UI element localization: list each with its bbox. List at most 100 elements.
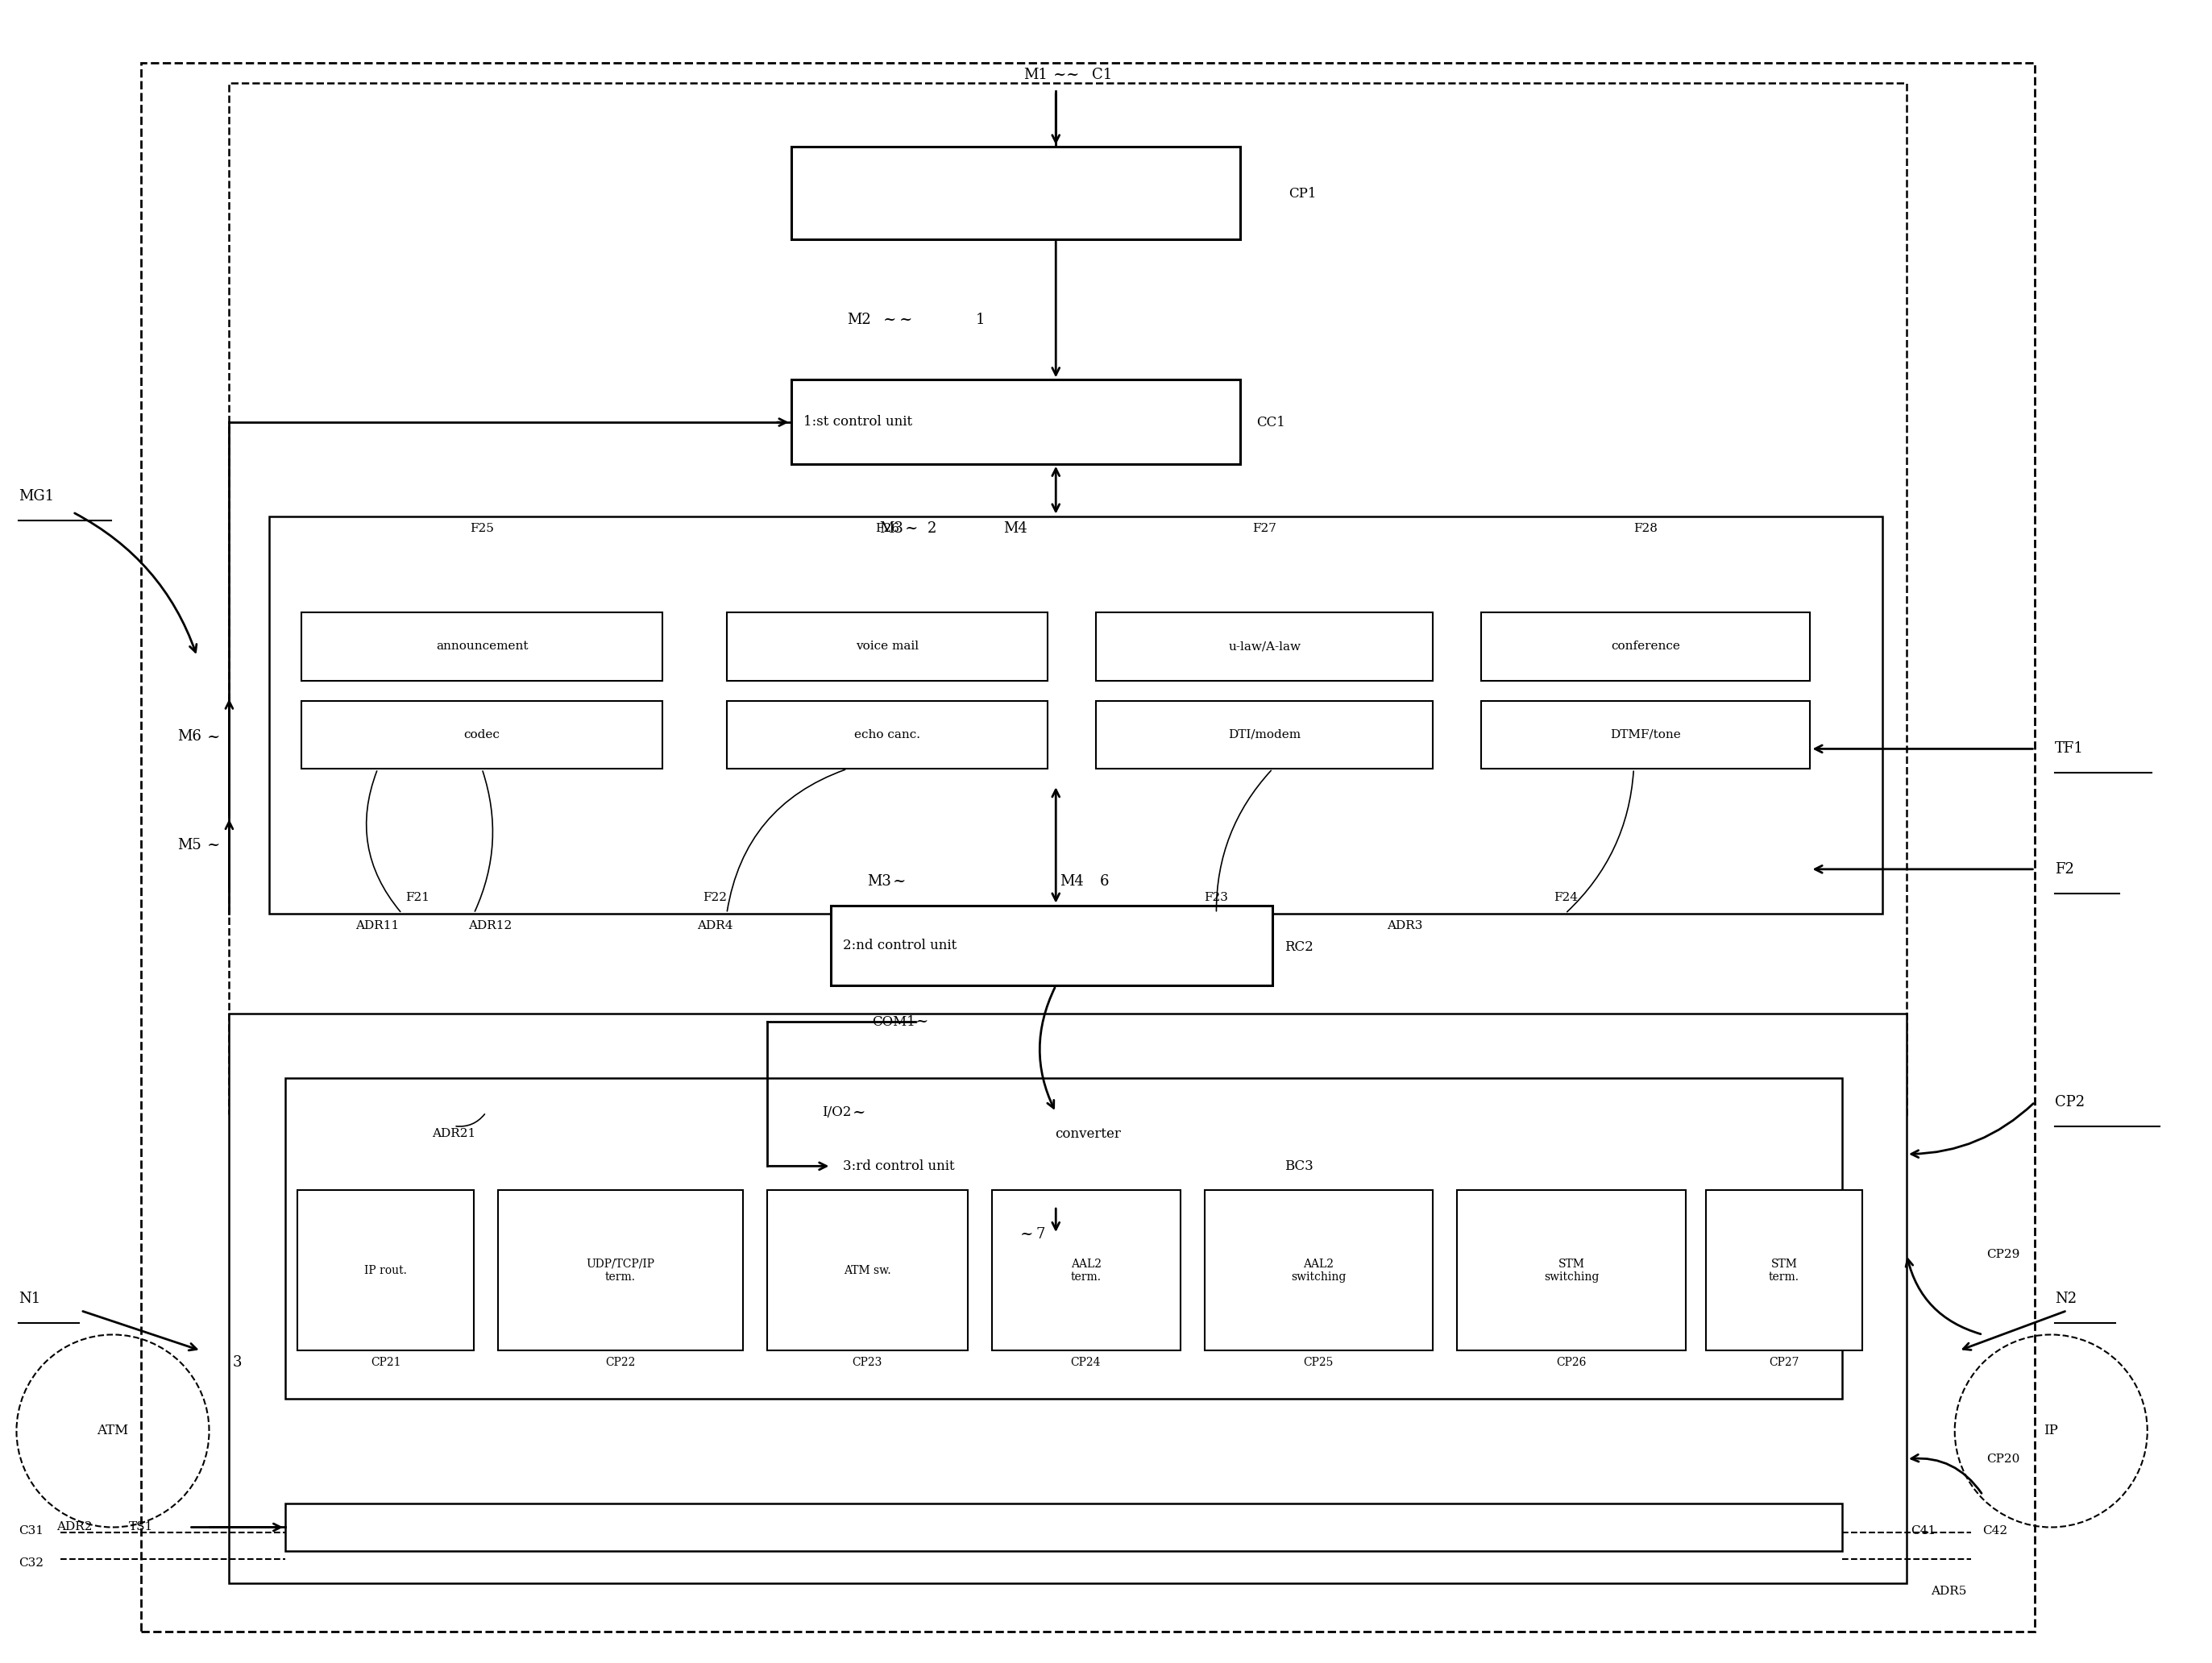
Text: ~: ~ — [900, 313, 914, 326]
Text: M3: M3 — [880, 521, 902, 535]
Text: F28: F28 — [1635, 522, 1657, 534]
Text: ADR21: ADR21 — [431, 1129, 476, 1139]
Text: 3:rd control unit: 3:rd control unit — [843, 1159, 956, 1172]
Text: M3: M3 — [867, 875, 891, 888]
Text: F24: F24 — [1553, 891, 1577, 903]
Text: ADR11: ADR11 — [356, 920, 400, 931]
Text: 3: 3 — [232, 1355, 241, 1370]
Bar — [1458, 1191, 1686, 1350]
Text: F2: F2 — [2055, 861, 2075, 876]
Text: MG1: MG1 — [20, 489, 55, 504]
Bar — [230, 83, 1907, 1114]
Text: ~: ~ — [894, 875, 907, 888]
Text: C1: C1 — [1093, 68, 1113, 81]
Text: CP26: CP26 — [1555, 1357, 1586, 1369]
Bar — [1203, 1191, 1433, 1350]
Text: C31: C31 — [20, 1525, 44, 1537]
Text: I/O2: I/O2 — [823, 1106, 852, 1119]
Text: RC2: RC2 — [1285, 940, 1314, 955]
Bar — [1482, 612, 1809, 680]
Text: C32: C32 — [20, 1558, 44, 1568]
Bar — [301, 612, 664, 680]
Text: ~: ~ — [905, 521, 918, 535]
Text: u-law/A-law: u-law/A-law — [1228, 640, 1301, 652]
Bar — [285, 1078, 1843, 1399]
Text: STM
switching: STM switching — [1544, 1259, 1599, 1282]
Text: CP1: CP1 — [1290, 186, 1316, 200]
Text: ATM sw.: ATM sw. — [843, 1266, 891, 1276]
Text: DTMF/tone: DTMF/tone — [1610, 728, 1681, 740]
Text: voice mail: voice mail — [856, 640, 918, 652]
Text: M4: M4 — [1060, 875, 1084, 888]
Text: ADR3: ADR3 — [1387, 920, 1422, 931]
Text: 7: 7 — [1035, 1227, 1044, 1242]
Text: M5: M5 — [177, 838, 201, 853]
Text: ADR12: ADR12 — [469, 920, 511, 931]
Text: 2:nd control unit: 2:nd control unit — [843, 938, 958, 953]
Text: ~: ~ — [883, 313, 896, 326]
Bar — [832, 905, 1272, 986]
Text: TS1: TS1 — [128, 1522, 153, 1533]
Bar — [991, 1191, 1181, 1350]
Bar — [1095, 700, 1433, 768]
Text: CP21: CP21 — [372, 1357, 400, 1369]
Text: ~: ~ — [206, 838, 219, 853]
Text: ~: ~ — [1020, 1227, 1033, 1242]
Bar — [285, 1503, 1843, 1552]
Text: F27: F27 — [1252, 522, 1276, 534]
Text: 1:st control unit: 1:st control unit — [803, 416, 911, 429]
Text: 2: 2 — [927, 521, 936, 535]
Text: 6: 6 — [1099, 875, 1108, 888]
Bar — [301, 700, 664, 768]
Text: TF1: TF1 — [2055, 742, 2084, 757]
Text: M6: M6 — [177, 730, 201, 743]
Bar — [1095, 612, 1433, 680]
Text: ADR2: ADR2 — [58, 1522, 93, 1533]
Text: N1: N1 — [20, 1290, 40, 1305]
Text: C42: C42 — [1982, 1525, 2008, 1537]
Text: F23: F23 — [1203, 891, 1228, 903]
Bar — [296, 1191, 473, 1350]
Text: AAL2
switching: AAL2 switching — [1292, 1259, 1347, 1282]
Text: STM
term.: STM term. — [1770, 1259, 1801, 1282]
Text: C41: C41 — [1911, 1525, 1935, 1537]
Text: ADR4: ADR4 — [697, 920, 732, 931]
Text: CP25: CP25 — [1303, 1357, 1334, 1369]
Text: F22: F22 — [703, 891, 728, 903]
Text: codec: codec — [465, 728, 500, 740]
Text: AAL2
term.: AAL2 term. — [1071, 1259, 1102, 1282]
Text: CC1: CC1 — [1256, 416, 1285, 429]
Text: ATM: ATM — [97, 1424, 128, 1438]
Text: ~: ~ — [206, 730, 219, 743]
Text: CP20: CP20 — [1986, 1453, 2020, 1465]
Text: BC3: BC3 — [1285, 1159, 1314, 1172]
Bar — [270, 516, 1882, 913]
Text: echo canc.: echo canc. — [854, 728, 920, 740]
Text: F26: F26 — [876, 522, 900, 534]
Text: F25: F25 — [469, 522, 493, 534]
Text: ADR5: ADR5 — [1931, 1587, 1966, 1596]
Bar — [728, 700, 1048, 768]
Bar — [498, 1191, 743, 1350]
Text: M1: M1 — [1024, 68, 1048, 81]
Text: ~: ~ — [916, 1014, 929, 1029]
Text: 1: 1 — [975, 313, 984, 326]
Bar — [1705, 1191, 1863, 1350]
Text: conference: conference — [1610, 640, 1681, 652]
Text: M2: M2 — [847, 313, 872, 326]
Text: N2: N2 — [2055, 1290, 2077, 1305]
Bar — [792, 146, 1241, 239]
Text: CP2: CP2 — [2055, 1094, 2086, 1109]
Text: IP rout.: IP rout. — [365, 1266, 407, 1276]
Bar — [1482, 700, 1809, 768]
Text: CP23: CP23 — [852, 1357, 883, 1369]
Text: CP24: CP24 — [1071, 1357, 1102, 1369]
Text: F21: F21 — [405, 891, 429, 903]
Text: IP: IP — [2044, 1424, 2057, 1438]
Text: ~: ~ — [1066, 68, 1079, 81]
Bar — [230, 1014, 1907, 1583]
Text: DTI/modem: DTI/modem — [1228, 728, 1301, 740]
Text: CP22: CP22 — [604, 1357, 635, 1369]
Text: ~: ~ — [854, 1106, 865, 1119]
Text: converter: converter — [1055, 1128, 1121, 1141]
